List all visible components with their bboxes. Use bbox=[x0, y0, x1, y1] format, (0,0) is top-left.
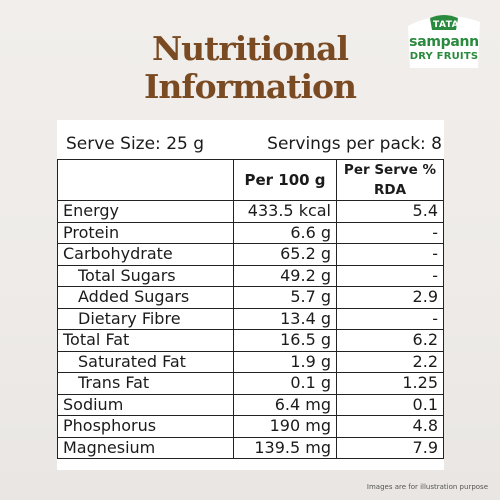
nutrient-name: Phosphorus bbox=[57, 415, 234, 438]
per-serve-rda-value: 4.8 bbox=[336, 415, 444, 438]
table-row: Carbohydrate 65.2 g- bbox=[57, 243, 444, 266]
nutrient-name: Total Sugars bbox=[57, 264, 234, 287]
nutrient-name: Saturated Fat bbox=[57, 350, 234, 373]
table-row: Sodium 6.4 mg 0.1 bbox=[57, 393, 444, 416]
table-row: Protein 6.6 g- bbox=[57, 221, 444, 244]
per-serve-rda-value: 5.4 bbox=[336, 200, 444, 223]
nutrient-name: Added Sugars bbox=[57, 286, 234, 309]
per-serve-rda-value: - bbox=[336, 264, 444, 287]
nutrient-name: Dietary Fibre bbox=[57, 307, 234, 330]
per-100g-value: 13.4 g bbox=[233, 307, 337, 330]
header-per-100g: Per 100 g bbox=[233, 159, 337, 201]
table-row: Saturated Fat 1.9 g 2.2 bbox=[57, 350, 444, 373]
per-100g-value: 139.5 mg bbox=[233, 436, 337, 459]
nutrient-name: Trans Fat bbox=[57, 372, 234, 395]
per-100g-value: 6.4 mg bbox=[233, 393, 337, 416]
brand-name: sampann bbox=[409, 34, 479, 50]
header-per-serve-rda: Per Serve % RDA bbox=[336, 159, 444, 201]
brand-tata: TATA bbox=[433, 20, 460, 30]
title-line-2: Information bbox=[143, 67, 357, 106]
table-row: Dietary Fibre 13.4 g- bbox=[57, 307, 444, 330]
header-nutrient bbox=[57, 159, 234, 201]
per-100g-value: 5.7 g bbox=[233, 286, 337, 309]
per-serve-rda-value: - bbox=[336, 221, 444, 244]
table-row: Phosphorus 190 mg 4.8 bbox=[57, 415, 444, 438]
per-100g-value: 1.9 g bbox=[233, 350, 337, 373]
table-row: Energy 433.5 kcal 5.4 bbox=[57, 200, 444, 223]
nutrient-name: Magnesium bbox=[57, 436, 234, 459]
per-serve-rda-value: 2.2 bbox=[336, 350, 444, 373]
table-row: Magnesium 139.5 mg 7.9 bbox=[57, 436, 444, 459]
table-row: Total Sugars 49.2 g- bbox=[57, 264, 444, 287]
table-row: Trans Fat 0.1 g 1.25 bbox=[57, 372, 444, 395]
per-serve-rda-value: - bbox=[336, 243, 444, 266]
table-row: Total Fat 16.5 g 6.2 bbox=[57, 329, 444, 352]
nutrition-table: Per 100 g Per Serve % RDA Energy 433.5 kc… bbox=[57, 159, 444, 459]
per-serve-rda-value: 6.2 bbox=[336, 329, 444, 352]
per-serve-rda-value: 2.9 bbox=[336, 286, 444, 309]
footnote: Images are for illustration purpose bbox=[366, 483, 488, 491]
per-serve-rda-value: - bbox=[336, 307, 444, 330]
per-100g-value: 0.1 g bbox=[233, 372, 337, 395]
per-serve-rda-value: 1.25 bbox=[336, 372, 444, 395]
title-line-1: Nutritional bbox=[151, 29, 349, 68]
per-serve-rda-value: 7.9 bbox=[336, 436, 444, 459]
brand-logo: TATA sampann DRY FRUITS bbox=[402, 10, 486, 70]
table-row: Added Sugars 5.7 g 2.9 bbox=[57, 286, 444, 309]
nutrient-name: Sodium bbox=[57, 393, 234, 416]
nutrient-name: Total Fat bbox=[57, 329, 234, 352]
servings-per-pack: Servings per pack: 8 bbox=[267, 134, 442, 154]
per-100g-value: 190 mg bbox=[233, 415, 337, 438]
per-serve-rda-value: 0.1 bbox=[336, 393, 444, 416]
nutrient-name: Carbohydrate bbox=[57, 243, 234, 266]
per-100g-value: 65.2 g bbox=[233, 243, 337, 266]
serve-info: Serve Size: 25 g Servings per pack: 8 bbox=[66, 130, 442, 160]
page-title: Nutritional Information bbox=[0, 30, 500, 106]
brand-subtitle: DRY FRUITS bbox=[409, 51, 479, 62]
leaf-icon bbox=[408, 15, 480, 68]
per-100g-value: 49.2 g bbox=[233, 264, 337, 287]
per-100g-value: 6.6 g bbox=[233, 221, 337, 244]
table-header-row: Per 100 g Per Serve % RDA bbox=[57, 159, 444, 201]
serve-size: Serve Size: 25 g bbox=[66, 134, 205, 154]
per-100g-value: 16.5 g bbox=[233, 329, 337, 352]
nutrient-name: Protein bbox=[57, 221, 234, 244]
nutrient-name: Energy bbox=[57, 200, 234, 223]
per-100g-value: 433.5 kcal bbox=[233, 200, 337, 223]
